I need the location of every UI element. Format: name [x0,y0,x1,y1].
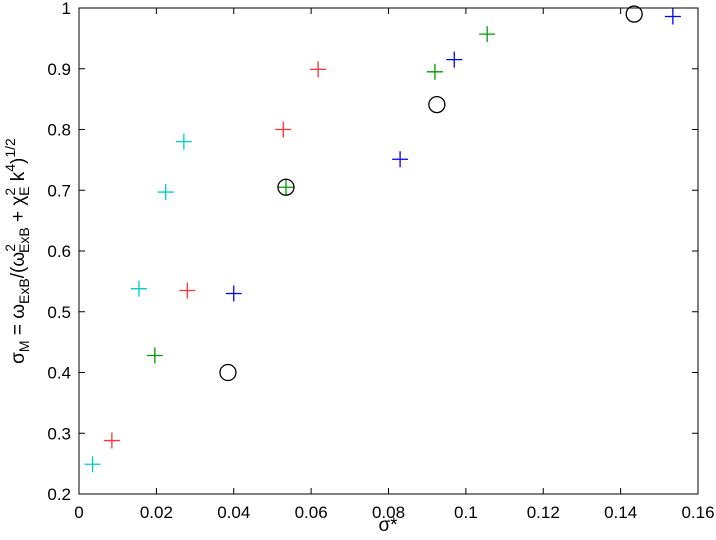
data-point-plus [130,280,147,297]
y-tick-label: 0.6 [47,242,71,261]
x-tick-label: 0 [74,503,83,522]
y-axis-label: σM = ωExB/(ω2ExB + χ2E k4)1/2 [2,138,32,364]
data-point-circle [219,363,237,382]
data-point-plus [479,26,496,43]
data-point-plus [392,151,409,168]
x-tick-label: 0.1 [454,503,478,522]
x-axis-label: σ* [378,515,398,536]
data-point-plus [103,432,120,449]
y-tick-label: 0.9 [47,60,71,79]
y-tick-label: 1 [62,0,71,18]
data-point-plus [426,63,443,80]
y-tick-label: 0.2 [47,485,71,504]
data-point-plus [146,347,163,364]
data-point-plus [175,133,192,150]
x-tick-label: 0.02 [140,503,173,522]
y-tick-label: 0.7 [47,181,71,200]
data-point-plus [664,8,681,25]
data-point-plus [446,51,463,68]
data-point-plus [179,282,196,299]
data-point-plus [84,456,101,473]
data-point-plus [310,61,327,78]
data-point-circle [277,178,295,196]
data-point-plus [157,184,174,201]
y-tick-label: 0.5 [47,303,71,322]
data-point-plus [275,121,292,138]
plot-area [78,7,699,495]
data-marks [84,5,681,473]
y-tick-label: 0.4 [47,364,71,383]
y-tick-label: 0.3 [47,424,71,443]
data-point-circle [625,5,643,23]
x-tick-label: 0.06 [295,503,328,522]
x-tick-label: 0.04 [217,503,250,522]
data-point-plus [225,285,242,302]
x-tick-label: 0.14 [604,503,637,522]
data-point-circle [428,95,446,114]
y-tick-label: 0.8 [47,121,71,140]
x-tick-label: 0.12 [527,503,560,522]
data-point-plus [277,179,294,196]
x-tick-label: 0.16 [681,503,714,522]
axis-ticks: 0 0.02 0.04 0.06 0.08 0.1 0.12 0.14 0.16 0.2 0.3 0.… [47,0,714,522]
x-tick-label: 0.08 [372,503,405,522]
